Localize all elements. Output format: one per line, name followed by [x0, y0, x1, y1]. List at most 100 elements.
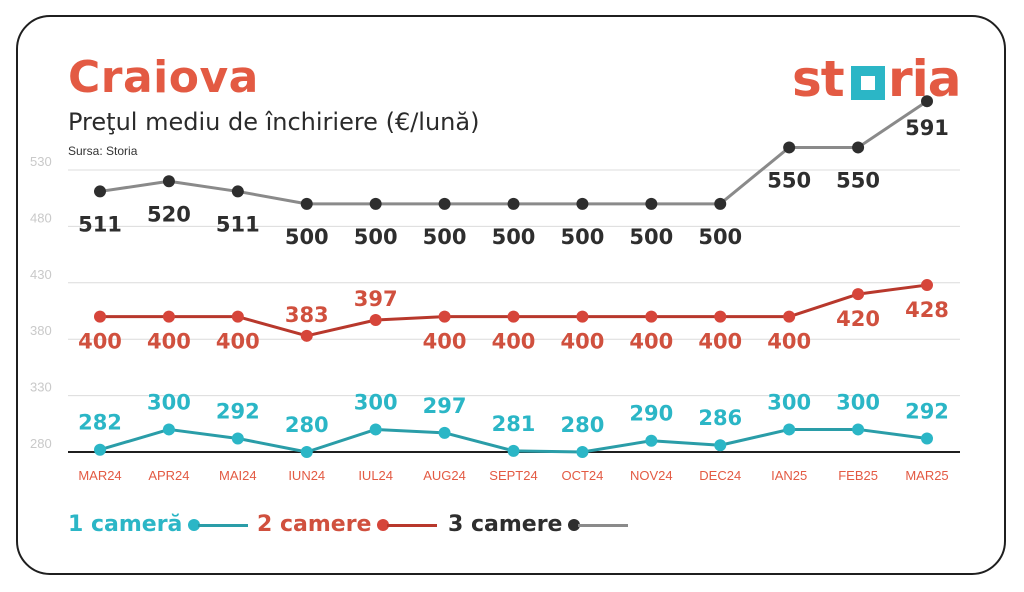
x-tick-label: APR24 [148, 468, 189, 483]
data-label-2-camere: 383 [285, 303, 329, 327]
legend-item-2-camere: 2 camere [257, 512, 438, 537]
x-tick-label: MAR25 [905, 468, 948, 483]
data-point-3-camere [162, 175, 175, 188]
data-label-3-camere: 500 [354, 225, 398, 249]
data-point-3-camere [231, 185, 244, 198]
data-point-2-camere [507, 310, 520, 323]
data-point-2-camere [576, 310, 589, 323]
legend-label-1-camera: 1 cameră [68, 512, 183, 537]
source-note: Sursa: Storia [68, 144, 138, 158]
data-point-1-camera [300, 446, 313, 458]
data-point-2-camere [783, 310, 796, 323]
data-label-1-camera: 280 [560, 413, 604, 437]
chart-title: Craiova [68, 52, 259, 103]
data-point-3-camere [576, 197, 589, 210]
x-tick-label: NOV24 [630, 468, 673, 483]
data-label-1-camera: 280 [285, 413, 329, 437]
data-label-1-camera: 297 [423, 394, 467, 418]
data-point-3-camere [645, 197, 658, 210]
y-tick-label: 430 [30, 267, 52, 282]
data-point-2-camere [645, 310, 658, 323]
data-point-3-camere [438, 197, 451, 210]
data-point-1-camera [438, 426, 451, 439]
data-label-2-camere: 420 [836, 307, 880, 331]
data-label-3-camere: 500 [629, 225, 673, 249]
data-label-2-camere: 400 [767, 330, 811, 354]
data-label-1-camera: 300 [767, 390, 811, 414]
data-point-3-camere [921, 95, 933, 108]
chart-subtitle: Preţul mediu de închiriere (€/lună) [68, 108, 480, 136]
legend-item-3-camere: 3 camere [448, 512, 629, 537]
data-label-2-camere: 400 [560, 330, 604, 354]
y-tick-label: 330 [30, 380, 52, 395]
x-tick-label: AUG24 [423, 468, 466, 483]
data-label-1-camera: 300 [836, 390, 880, 414]
data-label-1-camera: 292 [905, 399, 949, 423]
series-line-2-camere [100, 283, 928, 338]
data-point-1-camera [231, 432, 244, 445]
data-label-2-camere: 400 [147, 330, 191, 354]
data-point-2-camere [369, 314, 382, 327]
data-label-3-camere: 500 [423, 225, 467, 249]
data-label-1-camera: 292 [216, 399, 260, 423]
data-label-1-camera: 282 [78, 411, 122, 435]
x-tick-label: MAR24 [78, 468, 121, 483]
legend-swatch-3-camere [568, 518, 629, 532]
data-point-1-camera [576, 446, 589, 458]
data-point-3-camere [852, 141, 865, 154]
data-point-3-camere [507, 197, 520, 210]
data-point-2-camere [94, 310, 106, 323]
data-point-2-camere [231, 310, 244, 323]
data-point-2-camere [162, 310, 175, 323]
legend-label-3-camere: 3 camere [448, 512, 563, 537]
data-label-1-camera: 300 [147, 390, 191, 414]
data-label-3-camere: 500 [560, 225, 604, 249]
y-tick-label: 380 [30, 323, 52, 338]
data-point-1-camera [921, 432, 933, 445]
data-point-1-camera [94, 443, 106, 456]
data-label-3-camere: 591 [905, 116, 949, 140]
data-label-2-camere: 400 [492, 330, 536, 354]
data-point-1-camera [783, 423, 796, 436]
legend-label-2-camere: 2 camere [257, 512, 372, 537]
data-label-3-camere: 500 [285, 225, 329, 249]
chart-card [16, 15, 1006, 575]
legend-swatch-1-camera [188, 518, 249, 532]
data-label-3-camere: 550 [836, 168, 880, 192]
data-point-2-camere [438, 310, 451, 323]
data-point-3-camere [300, 197, 313, 210]
data-label-1-camera: 281 [492, 412, 536, 436]
data-point-2-camere [300, 329, 313, 342]
data-point-2-camere [921, 279, 933, 292]
x-tick-label: FEB25 [838, 468, 878, 483]
data-point-2-camere [852, 288, 865, 301]
data-point-1-camera [507, 444, 520, 457]
data-point-1-camera [852, 423, 865, 436]
y-tick-label: 480 [30, 210, 52, 225]
x-tick-label: IAN25 [771, 468, 807, 483]
legend-item-1-camera: 1 cameră [68, 512, 249, 537]
data-label-3-camere: 500 [492, 225, 536, 249]
data-point-1-camera [162, 423, 175, 436]
x-tick-label: OCT24 [561, 468, 603, 483]
data-label-1-camera: 290 [629, 402, 673, 426]
data-label-2-camere: 397 [354, 287, 398, 311]
data-point-3-camere [714, 197, 727, 210]
chart-legend: 1 cameră 2 camere 3 camere [0, 512, 1024, 542]
data-label-3-camere: 550 [767, 168, 811, 192]
data-point-1-camera [645, 434, 658, 447]
x-tick-label: IUN24 [288, 468, 325, 483]
data-label-1-camera: 286 [698, 406, 742, 430]
data-point-1-camera [714, 439, 727, 452]
data-label-3-camere: 500 [698, 225, 742, 249]
data-label-3-camere: 511 [216, 212, 260, 236]
y-tick-label: 530 [30, 154, 52, 169]
data-label-3-camere: 511 [78, 212, 122, 236]
data-label-2-camere: 400 [629, 330, 673, 354]
data-label-2-camere: 428 [905, 298, 949, 322]
data-point-1-camera [369, 423, 382, 436]
data-point-2-camere [714, 310, 727, 323]
data-label-3-camere: 520 [147, 202, 191, 226]
x-tick-label: SEPT24 [489, 468, 537, 483]
